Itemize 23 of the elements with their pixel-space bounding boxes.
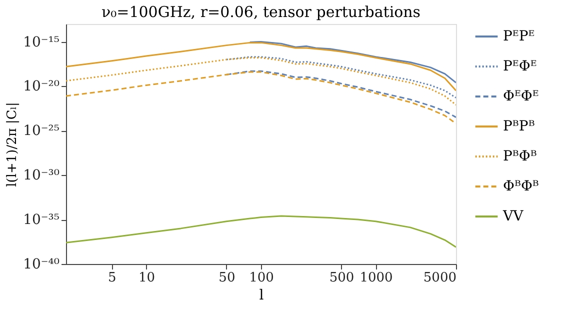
x-tick-label: 100 [249,270,274,286]
legend-label: PᴮPᴮ [503,118,535,134]
y-tick-label: 10⁻³⁵ [23,212,60,228]
x-tick-label: 5000 [423,270,456,286]
x-tick-label: 500 [329,270,354,286]
legend-label: ΦᴮΦᴮ [503,178,539,194]
y-axis-title: l(l+1)/2π |Cₗ| [5,102,20,187]
x-tick-label: 5 [108,270,116,286]
legend-label: ΦᴱΦᴱ [503,88,539,104]
x-tick-label: 1000 [360,270,393,286]
x-tick-label: 10 [138,270,155,286]
y-tick-label: 10⁻²⁵ [23,123,60,140]
legend-label: VV [502,208,524,224]
x-tick-label: 50 [218,270,236,286]
y-tick-label: 10⁻²⁰ [23,78,60,95]
chart-title: ν₀=100GHz, r=0.06, tensor perturbations [101,3,421,21]
x-axis-title: l [259,288,264,304]
legend-label: PᴱPᴱ [503,28,535,44]
y-tick-label: 10⁻³⁰ [23,168,60,184]
legend-label: PᴮΦᴮ [503,148,537,164]
y-tick-label: 10⁻¹⁵ [23,34,60,50]
legend-label: PᴱΦᴱ [503,58,537,74]
y-tick-label: 10⁻⁴⁰ [23,256,60,272]
